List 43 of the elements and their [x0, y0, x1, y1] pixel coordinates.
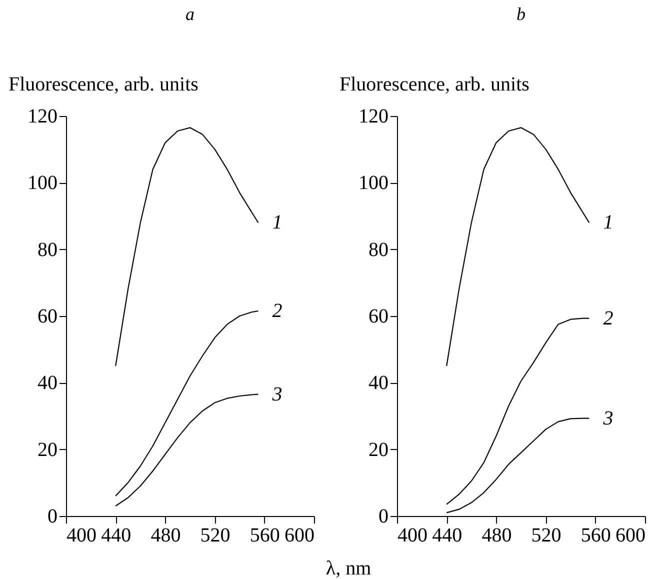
y-tick-label: 60: [368, 306, 388, 328]
y-tick-label: 40: [368, 372, 388, 394]
line-series: [115, 394, 259, 507]
series-label: 1: [603, 212, 614, 234]
chart-title: a: [186, 4, 194, 24]
series-label: 3: [271, 383, 282, 406]
y-tick-label: 0: [378, 506, 388, 528]
y-tick-label: 80: [368, 238, 388, 261]
line-series: [446, 127, 590, 367]
x-tick-label: 480: [482, 524, 512, 546]
x-tick-label: 440: [101, 524, 132, 546]
y-tick-label: 120: [28, 106, 58, 128]
y-tick-label: 20: [38, 438, 58, 461]
line-series: [115, 310, 259, 497]
y-tick-label: 100: [28, 172, 58, 194]
y-tick-label: 120: [358, 106, 388, 128]
line-series: [115, 127, 259, 367]
y-tick-label: 60: [38, 306, 58, 328]
x-axis-title: λ, nm: [326, 558, 372, 579]
y-axis-title: Fluorescence, arb. units: [340, 74, 530, 96]
chart-title: b: [516, 4, 526, 24]
y-axis-title: Fluorescence, arb. units: [8, 74, 199, 96]
line-series: [446, 418, 590, 514]
x-tick-label: 520: [200, 524, 230, 546]
x-tick-label: 400: [66, 524, 96, 546]
y-tick-label: 0: [48, 506, 58, 528]
line-series: [446, 318, 590, 505]
x-tick-label: 400: [398, 524, 428, 546]
x-tick-label: 600: [284, 524, 314, 546]
x-tick-label: 520: [531, 524, 562, 546]
series-label: 2: [603, 307, 614, 330]
x-tick-label: 560: [250, 524, 280, 546]
x-tick-label: 480: [150, 524, 181, 546]
series-label: 1: [272, 212, 282, 234]
y-tick-label: 40: [38, 372, 58, 394]
y-tick-label: 80: [38, 238, 58, 261]
x-tick-label: 440: [432, 524, 462, 546]
series-label: 3: [602, 407, 614, 430]
series-label: 2: [272, 300, 282, 322]
x-tick-label: 560: [580, 524, 611, 546]
y-tick-label: 100: [358, 172, 388, 194]
y-tick-label: 20: [368, 438, 388, 461]
x-tick-label: 600: [616, 524, 646, 546]
